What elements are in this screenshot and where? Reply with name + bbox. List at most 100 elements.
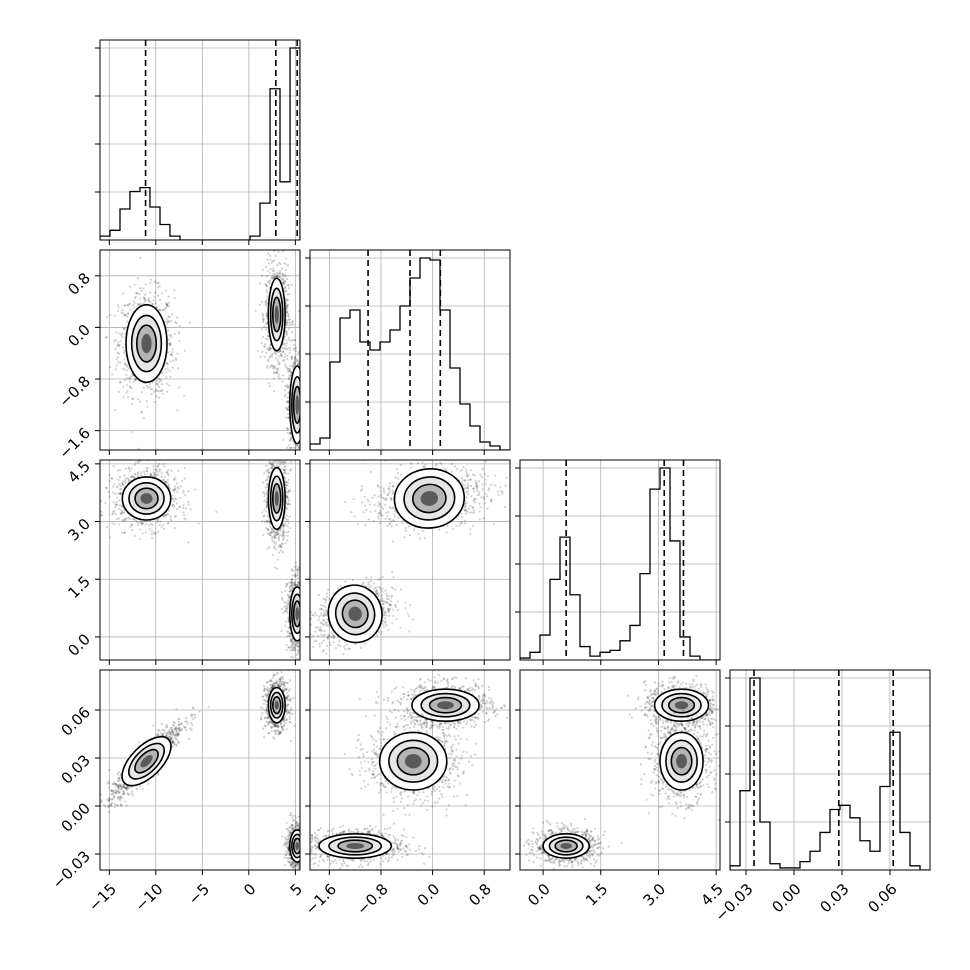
sample-point <box>132 475 135 479</box>
sample-point <box>113 340 116 343</box>
sample-point <box>136 303 140 306</box>
sample-point <box>269 434 271 436</box>
sample-point <box>161 371 164 374</box>
sample-point <box>303 436 305 438</box>
sample-point <box>284 464 287 468</box>
sample-point <box>117 352 121 355</box>
sample-point <box>286 347 290 350</box>
sample-point <box>289 466 291 468</box>
sample-point <box>276 533 279 536</box>
sample-point <box>121 335 124 338</box>
sample-point <box>283 342 286 346</box>
sample-point <box>184 507 188 510</box>
sample-point <box>170 351 174 354</box>
sample-point <box>290 466 292 468</box>
sample-point <box>266 258 269 261</box>
sample-point <box>284 461 287 464</box>
sample-point <box>136 398 140 401</box>
sample-point <box>282 279 285 282</box>
sample-point <box>307 432 309 434</box>
sample-point <box>122 483 125 486</box>
sample-point <box>133 379 136 382</box>
sample-point <box>281 346 284 350</box>
sample-point <box>155 469 158 472</box>
sample-point <box>286 314 290 318</box>
sample-point <box>285 322 288 325</box>
sample-point <box>307 416 309 418</box>
sample-point <box>284 610 287 613</box>
sample-point <box>300 621 302 623</box>
sample-point <box>267 358 270 361</box>
sample-point <box>301 403 303 405</box>
sample-point <box>296 657 299 660</box>
sample-point <box>302 417 304 419</box>
sample-point <box>286 386 290 389</box>
sample-point <box>266 295 269 298</box>
sample-point <box>302 409 304 411</box>
sample-point <box>300 434 302 436</box>
sample-point <box>292 446 296 449</box>
sample-point <box>260 328 263 331</box>
sample-point <box>116 351 119 354</box>
sample-point <box>290 640 294 643</box>
sample-point <box>265 291 268 294</box>
sample-point <box>114 408 117 412</box>
sample-point <box>157 286 160 289</box>
sample-point <box>126 389 129 393</box>
sample-point <box>290 580 293 584</box>
sample-point <box>270 443 272 445</box>
sample-point <box>301 594 303 596</box>
sample-point <box>305 392 307 394</box>
sample-point <box>305 413 307 415</box>
sample-point <box>290 323 293 326</box>
sample-point <box>278 544 281 547</box>
sample-point <box>299 453 301 455</box>
sample-point <box>266 366 269 369</box>
sample-point <box>176 367 180 370</box>
sample-point <box>119 380 122 384</box>
sample-point <box>267 346 270 349</box>
sample-point <box>285 384 288 388</box>
sample-point <box>301 402 303 404</box>
sample-point <box>268 356 271 359</box>
sample-point <box>303 607 305 609</box>
sample-point <box>276 461 279 464</box>
sample-point <box>178 505 182 509</box>
sample-point <box>130 475 133 479</box>
sample-point <box>278 441 280 443</box>
sample-point <box>286 539 289 542</box>
sample-point <box>263 514 266 517</box>
sample-point <box>124 304 127 307</box>
sample-point <box>165 371 168 374</box>
sample-point <box>172 504 175 507</box>
sample-point <box>173 478 176 481</box>
sample-point <box>265 274 269 278</box>
sample-point <box>302 405 304 407</box>
sample-point <box>121 510 125 513</box>
sample-point <box>189 321 192 324</box>
sample-point <box>116 344 119 347</box>
sample-point <box>146 405 149 408</box>
sample-point <box>164 306 168 309</box>
sample-point <box>160 525 163 529</box>
sample-point <box>269 525 272 528</box>
sample-point <box>125 391 128 395</box>
sample-point <box>302 443 304 445</box>
sample-point <box>116 517 119 520</box>
sample-point <box>301 360 303 362</box>
sample-point <box>114 338 117 342</box>
sample-point <box>273 534 276 537</box>
sample-point <box>276 371 279 374</box>
density-level <box>274 490 279 507</box>
sample-point <box>303 371 305 373</box>
sample-point <box>282 273 285 276</box>
sample-point <box>151 536 154 540</box>
sample-point <box>263 495 266 498</box>
sample-point <box>297 445 300 448</box>
sample-point <box>115 504 118 507</box>
sample-point <box>301 603 303 605</box>
sample-point <box>268 384 271 388</box>
sample-point <box>299 452 301 454</box>
sample-point <box>116 309 120 312</box>
sample-point <box>271 274 274 277</box>
